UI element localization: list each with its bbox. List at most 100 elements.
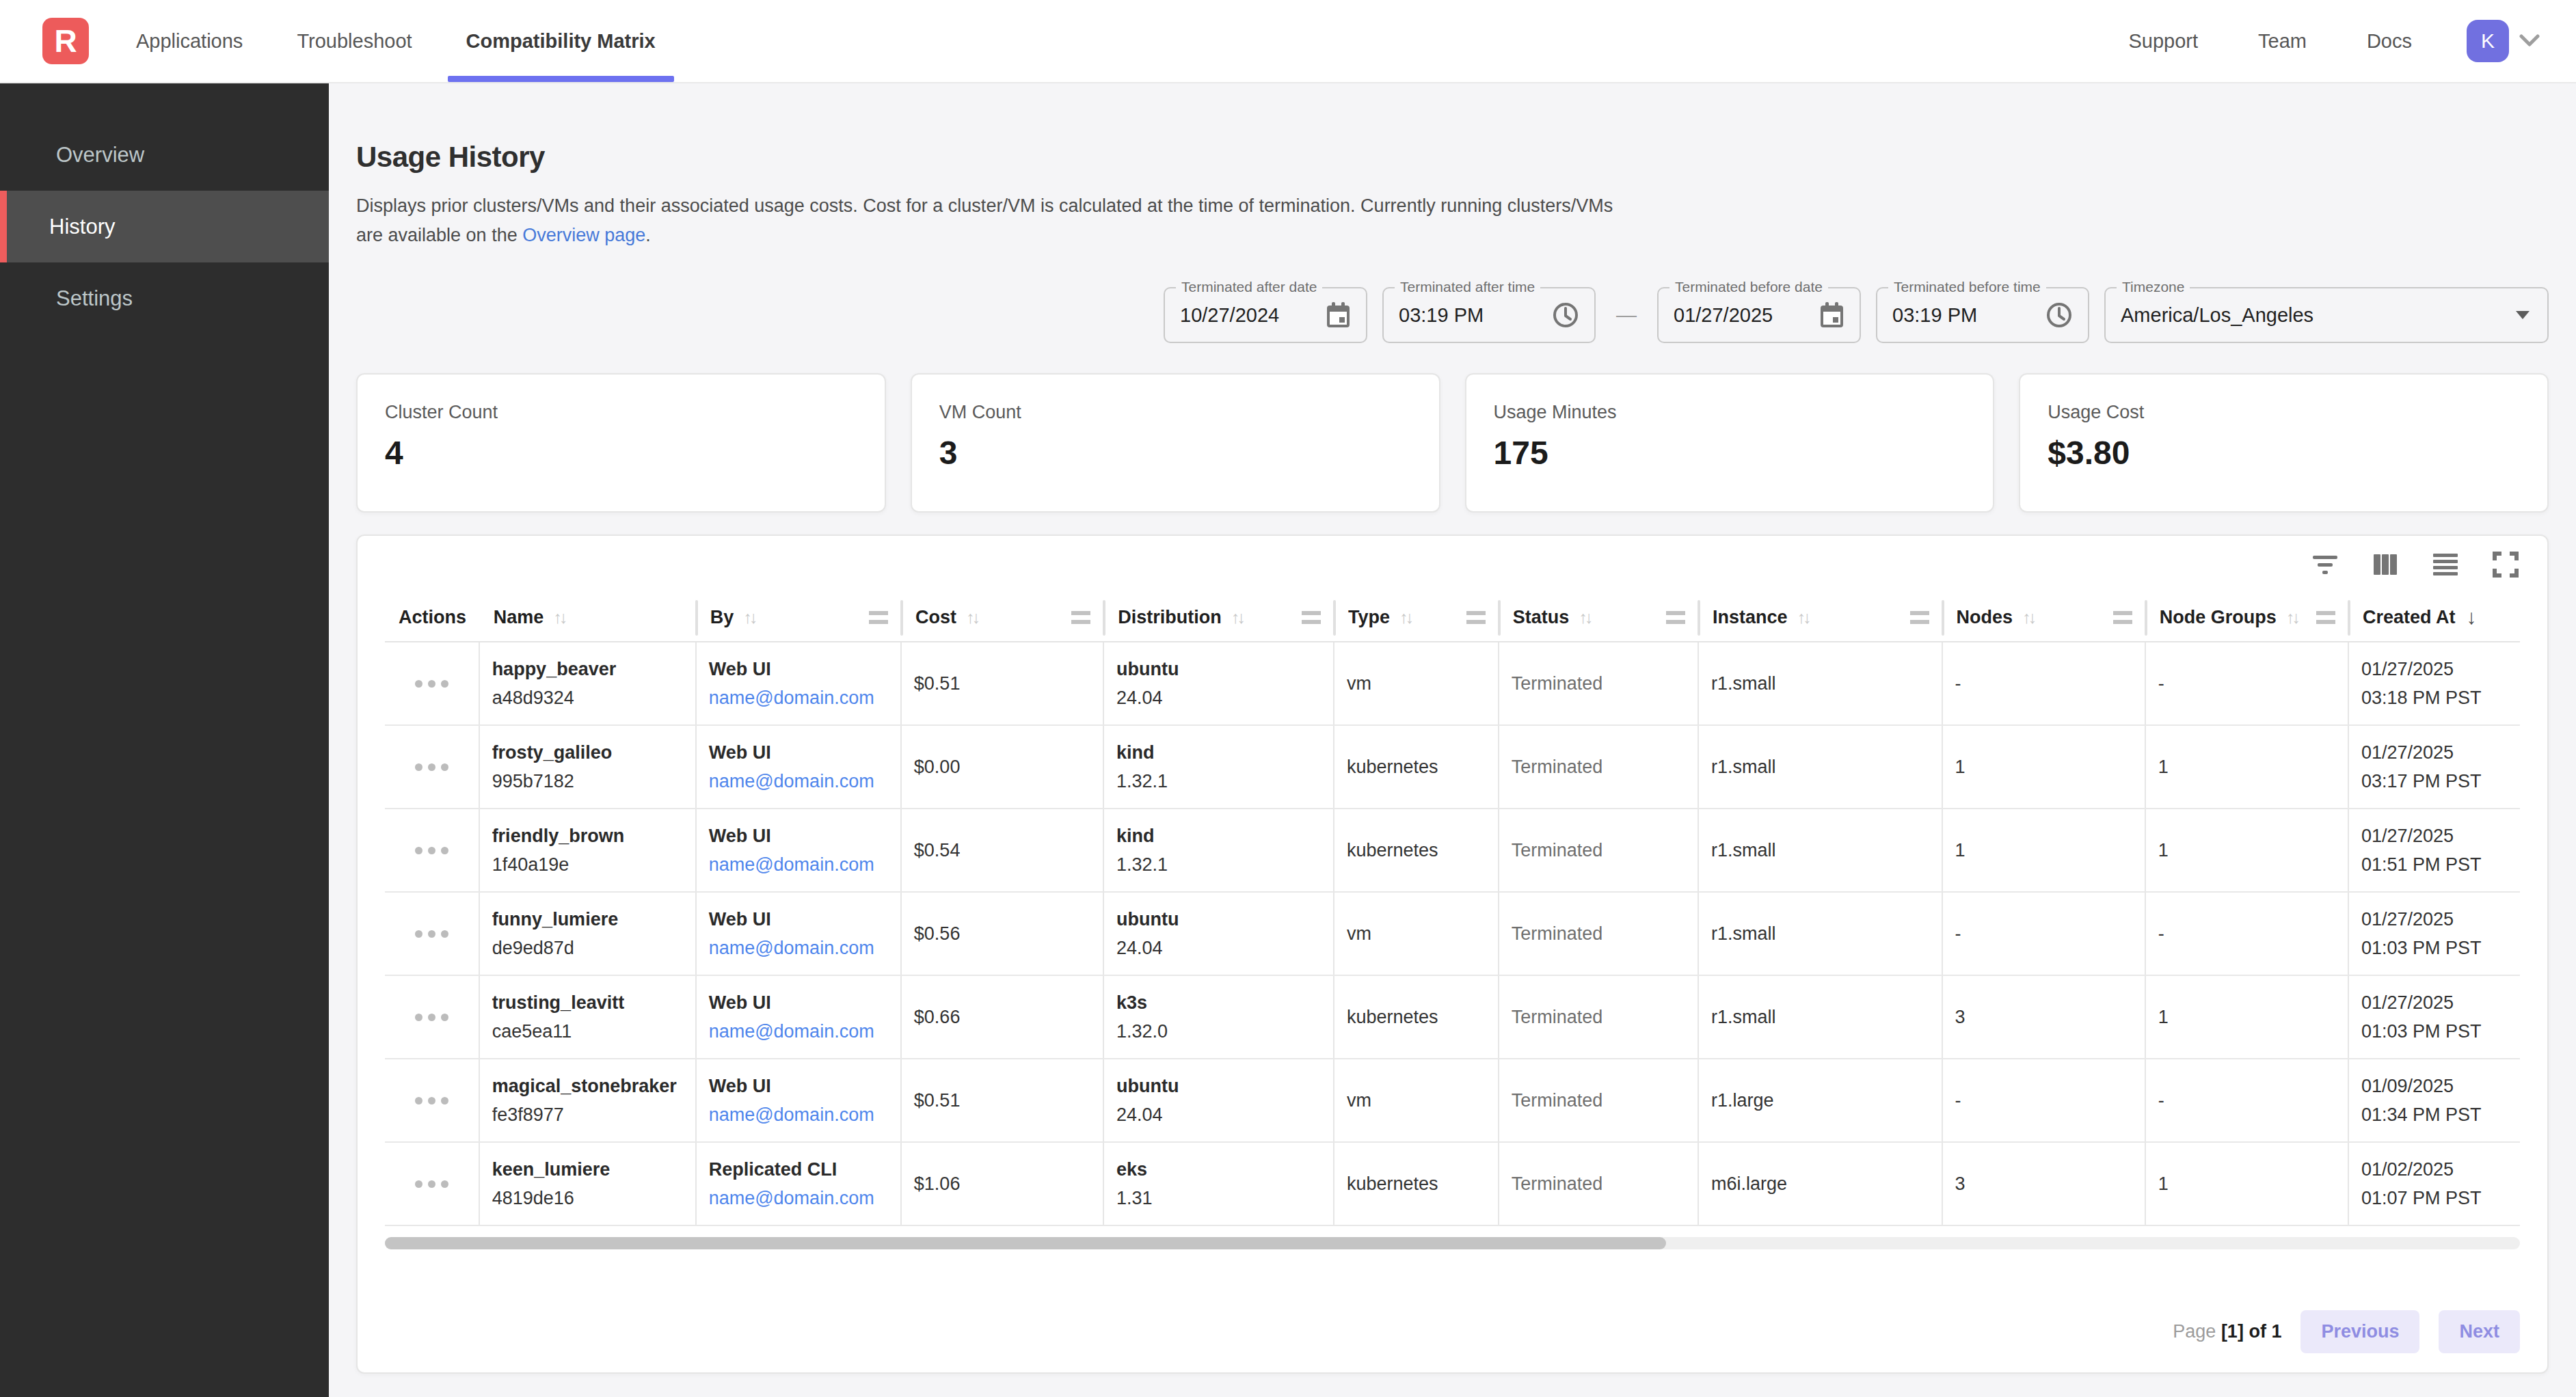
sort-icon[interactable]: ↑↓ [966,608,978,627]
description-period: . [645,225,651,245]
created-by-email-link[interactable]: name@domain.com [709,771,900,792]
column-header-created-at[interactable]: Created At↓ [2349,593,2520,641]
density-icon[interactable] [2431,550,2460,579]
clock-icon[interactable] [1552,301,1579,329]
terminated-after-time-value[interactable]: 03:19 PM [1399,304,1544,327]
columns-icon[interactable] [2371,550,2400,579]
created-time: 01:34 PM PST [2361,1104,2520,1126]
column-header-nodes[interactable]: Nodes↑↓ [1943,593,2146,641]
created-by-email-link[interactable]: name@domain.com [709,938,900,959]
row-actions-button[interactable] [385,1097,479,1104]
name-cell: trusting_leavittcae5ea11 [480,976,697,1058]
created-by-email-link[interactable]: name@domain.com [709,854,900,876]
distribution-version: 24.04 [1116,688,1333,709]
sort-desc-icon[interactable]: ↓ [2467,606,2477,629]
next-page-button[interactable]: Next [2439,1310,2520,1353]
table-body: happy_beavera48d9324Web UIname@domain.co… [385,642,2520,1226]
name-cell: funny_lumierede9ed87d [480,893,697,975]
created-by-email-link[interactable]: name@domain.com [709,1188,900,1209]
created-by-source: Web UI [709,909,900,930]
column-header-status[interactable]: Status↑↓ [1499,593,1699,641]
column-label: Type [1348,607,1390,628]
status-value: Terminated [1512,1174,1698,1195]
nav-item-applications[interactable]: Applications [118,0,261,82]
chevron-down-icon[interactable] [2519,34,2540,48]
sort-icon[interactable]: ↑↓ [2286,608,2298,627]
column-menu-icon[interactable] [2316,611,2335,624]
field-label: Terminated before time [1888,279,2046,295]
by-cell: Web UIname@domain.com [697,976,902,1058]
row-actions-button[interactable] [385,847,479,854]
column-header-actions[interactable]: Actions [385,593,480,641]
horizontal-scrollbar-track[interactable] [385,1237,2520,1249]
nav-item-compatibility-matrix[interactable]: Compatibility Matrix [448,0,674,82]
dropdown-arrow-icon[interactable] [2516,311,2532,319]
terminated-after-time-field[interactable]: Terminated after time 03:19 PM [1382,287,1596,343]
created-at-cell: 01/27/202503:18 PM PST [2349,642,2520,724]
sort-icon[interactable]: ↑↓ [1579,608,1590,627]
column-menu-icon[interactable] [1302,611,1321,624]
field-label: Terminated after time [1395,279,1540,295]
column-header-name[interactable]: Name↑↓ [480,593,697,641]
horizontal-scrollbar-thumb[interactable] [385,1237,1666,1249]
column-menu-icon[interactable] [869,611,888,624]
terminated-before-time-field[interactable]: Terminated before time 03:19 PM [1876,287,2089,343]
instance-value: r1.small [1711,840,1942,861]
terminated-after-date-field[interactable]: Terminated after date 10/27/2024 [1164,287,1367,343]
terminated-before-date-value[interactable]: 01/27/2025 [1674,304,1810,327]
row-actions-button[interactable] [385,1014,479,1021]
clock-icon[interactable] [2045,301,2073,329]
sort-icon[interactable]: ↑↓ [2022,608,2034,627]
column-menu-icon[interactable] [1910,611,1929,624]
row-actions-button[interactable] [385,680,479,688]
terminated-before-date-field[interactable]: Terminated before date 01/27/2025 [1657,287,1861,343]
fullscreen-icon[interactable] [2491,550,2520,579]
column-menu-icon[interactable] [2113,611,2132,624]
top-nav: R Applications Troubleshoot Compatibilit… [0,0,2576,83]
cost-cell: $0.56 [902,893,1104,975]
calendar-icon[interactable] [1819,301,1844,329]
calendar-icon[interactable] [1325,301,1351,329]
replicated-logo[interactable]: R [42,18,89,64]
created-by-email-link[interactable]: name@domain.com [709,688,900,709]
column-menu-icon[interactable] [1666,611,1685,624]
sidebar-item-history[interactable]: History [0,191,329,262]
sort-icon[interactable]: ↑↓ [553,608,565,627]
sidebar-item-settings[interactable]: Settings [0,262,329,334]
column-header-distribution[interactable]: Distribution↑↓ [1104,593,1334,641]
column-menu-icon[interactable] [1466,611,1486,624]
row-actions-button[interactable] [385,1180,479,1188]
stat-label: Usage Cost [2048,402,2520,423]
column-header-type[interactable]: Type ↑↓ [1334,593,1499,641]
nav-link-team[interactable]: Team [2258,30,2307,53]
column-header-instance[interactable]: Instance↑↓ [1699,593,1943,641]
row-actions-button[interactable] [385,763,479,771]
nav-link-docs[interactable]: Docs [2367,30,2412,53]
status-value: Terminated [1512,1090,1698,1111]
sort-icon[interactable]: ↑↓ [1231,608,1243,627]
created-by-email-link[interactable]: name@domain.com [709,1104,900,1126]
nav-item-troubleshoot[interactable]: Troubleshoot [278,0,430,82]
nav-link-support[interactable]: Support [2128,30,2198,53]
column-header-by[interactable]: By↑↓ [697,593,902,641]
terminated-before-time-value[interactable]: 03:19 PM [1892,304,2037,327]
row-actions-button[interactable] [385,930,479,938]
column-header-cost[interactable]: Cost↑↓ [902,593,1104,641]
sort-icon[interactable]: ↑↓ [743,608,755,627]
instance-cell: r1.small [1699,642,1943,724]
sidebar-item-overview[interactable]: Overview [0,119,329,191]
timezone-select[interactable]: Timezone America/Los_Angeles [2104,287,2549,343]
column-header-node-groups[interactable]: Node Groups↑↓ [2146,593,2349,641]
sort-icon[interactable]: ↑↓ [1797,608,1809,627]
nodes-value: 3 [1955,1174,2145,1195]
cluster-id: a48d9324 [492,688,695,709]
type-cell: kubernetes [1334,1143,1499,1225]
created-by-email-link[interactable]: name@domain.com [709,1021,900,1042]
column-menu-icon[interactable] [1071,611,1090,624]
filter-icon[interactable] [2311,550,2339,579]
previous-page-button[interactable]: Previous [2300,1310,2419,1353]
terminated-after-date-value[interactable]: 10/27/2024 [1180,304,1317,327]
sort-icon[interactable]: ↑↓ [1399,608,1411,627]
overview-page-link[interactable]: Overview page [522,225,645,245]
avatar[interactable]: K [2467,20,2509,62]
